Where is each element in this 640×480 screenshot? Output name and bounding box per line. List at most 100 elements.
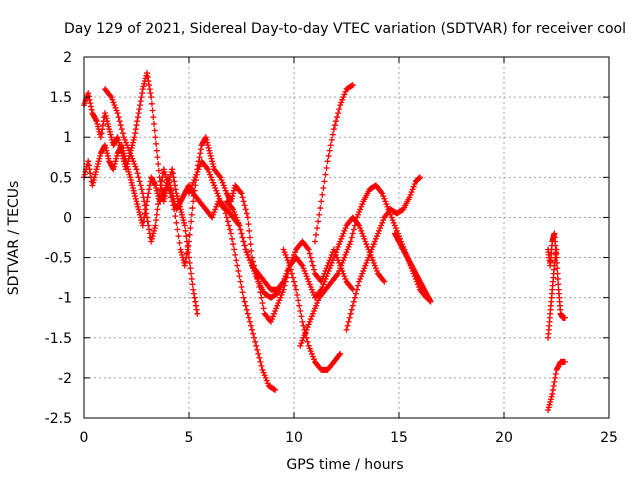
data-point (329, 131, 336, 138)
data-point (204, 142, 211, 149)
data-point (122, 155, 129, 162)
data-point (330, 254, 337, 261)
data-point (186, 238, 192, 245)
data-point (149, 233, 156, 240)
data-point (136, 209, 143, 216)
data-point (561, 314, 568, 321)
data-point (354, 214, 360, 221)
data-point (320, 185, 327, 192)
data-point (552, 370, 559, 377)
data-point (134, 201, 141, 208)
data-point (213, 203, 220, 210)
data-point (547, 398, 554, 405)
data-point (293, 286, 300, 293)
data-point (310, 308, 317, 315)
data-point (211, 209, 218, 216)
data-point (364, 243, 371, 250)
data-point (550, 386, 556, 393)
data-point (305, 278, 312, 285)
data-point (240, 238, 247, 245)
data-point (315, 297, 322, 304)
data-point (337, 265, 344, 272)
data-point (372, 265, 379, 272)
data-point (301, 332, 308, 339)
data-point (274, 302, 281, 309)
data-point (186, 231, 193, 238)
data-point (317, 205, 324, 212)
data-point (312, 238, 318, 245)
series-s3 (81, 142, 279, 393)
data-point (108, 94, 115, 101)
data-point (280, 246, 287, 253)
data-point (134, 114, 141, 121)
data-point (324, 158, 331, 165)
data-point (249, 262, 255, 269)
data-point (182, 258, 189, 265)
data-point (111, 163, 118, 170)
data-point (106, 126, 113, 133)
data-point (190, 179, 197, 186)
x-tick-label: 10 (285, 430, 303, 446)
data-point (388, 214, 395, 221)
data-point (334, 246, 341, 253)
data-point (82, 168, 89, 175)
data-point (352, 218, 359, 225)
data-point (383, 201, 390, 208)
data-point (278, 291, 285, 298)
data-point (306, 345, 313, 352)
data-point (126, 171, 133, 178)
data-point (141, 214, 148, 221)
data-point (315, 218, 322, 225)
data-point (139, 190, 146, 197)
data-point (115, 136, 122, 143)
data-point (222, 187, 229, 194)
data-point (328, 136, 335, 143)
data-point (250, 330, 257, 337)
data-point (92, 168, 99, 175)
data-point (112, 158, 119, 165)
data-point (193, 171, 200, 178)
data-point (553, 246, 560, 253)
x-tick-label: 5 (185, 430, 194, 446)
data-point (410, 183, 417, 190)
data-point (132, 126, 139, 133)
data-point (380, 217, 387, 224)
data-point (129, 142, 136, 149)
data-point (344, 246, 351, 253)
data-point (379, 219, 386, 226)
data-point (334, 114, 341, 121)
data-point (210, 163, 217, 170)
series-s11 (545, 230, 568, 321)
data-point (281, 249, 288, 256)
data-point (339, 233, 346, 240)
data-point (318, 198, 325, 205)
data-point (239, 234, 246, 241)
data-point (289, 274, 296, 281)
data-point (144, 198, 150, 205)
data-point (133, 122, 140, 129)
data-point (130, 158, 137, 165)
data-point (231, 209, 238, 216)
data-point (183, 233, 190, 240)
data-point (229, 193, 236, 200)
data-point (209, 158, 216, 165)
data-point (127, 174, 134, 181)
data-point (145, 78, 152, 85)
y-axis-label: SDTVAR / TECUs (6, 181, 22, 296)
data-point (107, 92, 114, 99)
data-point (120, 134, 127, 141)
data-point (155, 167, 162, 174)
data-point (186, 259, 193, 266)
data-point (550, 382, 557, 389)
data-point (187, 265, 194, 272)
data-point (346, 241, 353, 248)
data-point (340, 230, 347, 237)
data-point (299, 337, 306, 344)
data-point (127, 150, 134, 157)
data-point (191, 177, 198, 184)
data-point (371, 238, 378, 245)
data-point (97, 152, 104, 159)
data-point (392, 225, 399, 232)
data-point (369, 257, 376, 264)
